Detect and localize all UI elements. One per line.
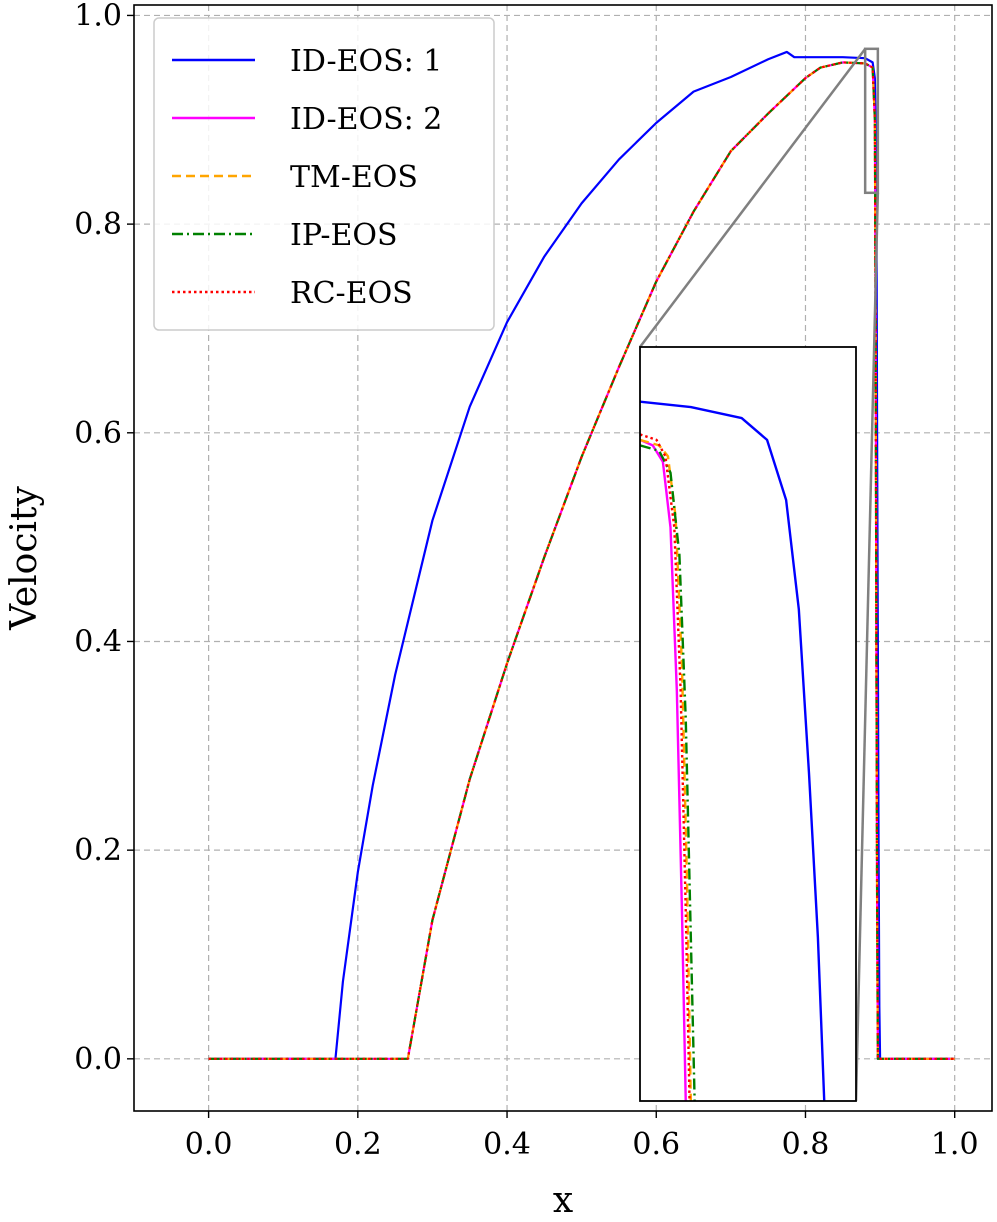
y-tick-label-2: 0.4 <box>74 624 122 659</box>
legend: ID-EOS: 1 ID-EOS: 2 TM-EOS IP-EOS RC-EOS <box>153 17 495 331</box>
x-tick-label-1: 0.2 <box>334 1127 382 1162</box>
legend-label-3: IP-EOS <box>290 218 398 253</box>
plot-frame <box>133 4 993 1112</box>
x-tick-label-2: 0.4 <box>483 1127 531 1162</box>
series-line-4 <box>208 61 955 1060</box>
x-axis-label: x <box>553 1180 573 1221</box>
x-tick-label-3: 0.6 <box>632 1127 680 1162</box>
x-tick-label-0: 0.0 <box>185 1127 233 1162</box>
series-line-0 <box>208 50 955 1060</box>
y-tick-label-4: 0.8 <box>74 207 122 242</box>
inset-background <box>640 347 856 1101</box>
inset-line-3 <box>640 444 696 1101</box>
legend-label-0: ID-EOS: 1 <box>290 44 442 79</box>
x-tick-label-5: 1.0 <box>931 1127 979 1162</box>
zoom-connector-upper <box>639 48 867 348</box>
legend-box <box>153 17 495 331</box>
legend-label-4: RC-EOS <box>290 276 413 311</box>
series-layer <box>208 50 955 1060</box>
y-axis-label: Velocity <box>4 486 45 631</box>
zoom-indicator <box>639 47 880 1102</box>
y-tick-label-1: 0.2 <box>74 833 122 868</box>
legend-label-2: TM-EOS <box>290 160 418 195</box>
x-tick-label-4: 0.8 <box>782 1127 830 1162</box>
zoom-connector-lower <box>854 192 880 1102</box>
inset-zoom-panel <box>639 346 857 1102</box>
inset-line-1 <box>640 438 687 1101</box>
inset-line-4 <box>640 433 691 1101</box>
zoom-region-box <box>863 47 880 195</box>
tick-layer: 0.0 0.2 0.4 0.6 0.8 1.0 0.0 0.2 0.4 0.6 0.8 1.0 <box>74 0 978 1162</box>
inset-line-0 <box>640 400 826 1101</box>
legend-label-1: ID-EOS: 2 <box>290 102 442 137</box>
y-tick-label-0: 0.0 <box>74 1042 122 1077</box>
inset-frame <box>639 346 857 1102</box>
y-tick-label-5: 1.0 <box>74 0 122 33</box>
y-tick-label-3: 0.6 <box>74 416 122 451</box>
inset-curves <box>640 400 826 1101</box>
